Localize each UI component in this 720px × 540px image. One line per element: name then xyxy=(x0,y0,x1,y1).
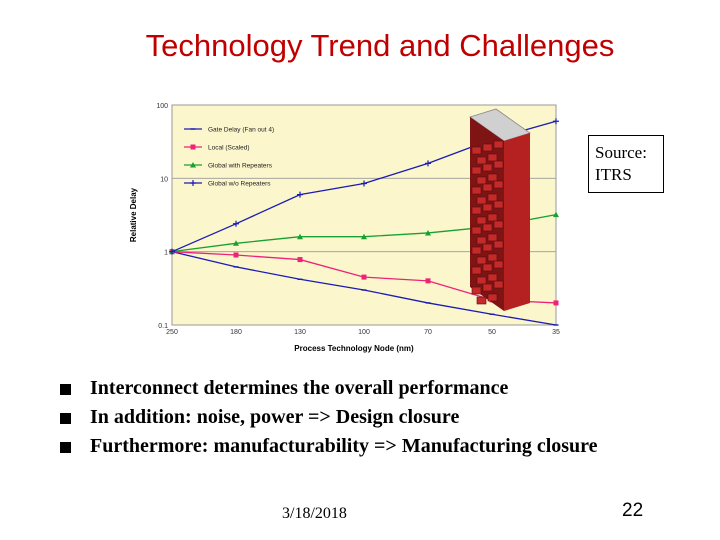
brick xyxy=(493,240,504,249)
slide-date: 3/18/2018 xyxy=(282,505,347,522)
delay-trend-chart: 100 10 1 0.1 250 180 130 100 70 50 35 Relative De… xyxy=(129,103,560,353)
data-point xyxy=(553,211,559,218)
brick xyxy=(487,273,498,282)
brick xyxy=(471,146,482,155)
brick xyxy=(471,266,482,275)
brick xyxy=(476,296,487,305)
data-point xyxy=(169,248,175,255)
brick xyxy=(493,200,504,209)
slide-title: Technology Trend and Challenges xyxy=(145,28,615,63)
legend: Gate Delay (Fan out 4) Local (Scaled) Glob… xyxy=(184,127,274,188)
source-name: ITRS xyxy=(595,165,632,184)
data-point xyxy=(361,233,367,240)
x-tick-label: 250 xyxy=(166,329,178,336)
data-point xyxy=(190,162,196,168)
brick xyxy=(482,183,493,192)
data-point xyxy=(425,160,431,167)
x-tick-label: 180 xyxy=(230,329,242,336)
brick xyxy=(487,213,498,222)
legend-label: Global with Repeaters xyxy=(208,163,273,170)
data-point xyxy=(297,191,303,198)
brick-wall-illustration xyxy=(469,108,531,311)
y-axis-label: Relative Delay xyxy=(129,187,138,242)
brick xyxy=(471,246,482,255)
data-point xyxy=(553,300,559,306)
brick xyxy=(471,206,482,215)
brick xyxy=(476,236,487,245)
brick xyxy=(471,226,482,235)
brick xyxy=(487,253,498,262)
brick xyxy=(476,256,487,265)
data-point xyxy=(425,229,431,236)
brick xyxy=(471,166,482,175)
data-point xyxy=(425,278,431,284)
bullet-item: Furthermore: manufacturability => Manufa… xyxy=(60,432,598,461)
brick xyxy=(482,283,493,292)
square-bullet-icon xyxy=(60,442,71,453)
brick xyxy=(471,286,482,295)
y-tick-label: 10 xyxy=(160,176,168,183)
data-point xyxy=(190,144,196,150)
brick xyxy=(482,203,493,212)
data-point xyxy=(190,180,196,186)
brick xyxy=(493,280,504,289)
data-point xyxy=(297,257,303,263)
bullet-text: Interconnect determines the overall perf… xyxy=(90,377,509,399)
brick xyxy=(476,216,487,225)
brick xyxy=(487,153,498,162)
data-point xyxy=(233,220,239,227)
data-point xyxy=(361,180,367,187)
data-point xyxy=(233,240,239,246)
source-callout: Source: ITRS xyxy=(588,135,664,193)
page-number: 22 xyxy=(622,500,644,521)
x-tick-label: 100 xyxy=(358,329,370,336)
brick xyxy=(482,163,493,172)
brick xyxy=(487,173,498,182)
brick xyxy=(482,223,493,232)
brick xyxy=(493,140,504,149)
bullet-text: Furthermore: manufacturability => Manufa… xyxy=(90,435,598,457)
y-tick-label: 1 xyxy=(164,250,168,257)
brick xyxy=(487,193,498,202)
wall-front xyxy=(504,133,530,311)
brick xyxy=(493,260,504,269)
x-tick-label: 130 xyxy=(294,329,306,336)
square-bullet-icon xyxy=(60,384,71,395)
bullet-item: Interconnect determines the overall perf… xyxy=(60,374,598,403)
brick xyxy=(493,220,504,229)
brick xyxy=(476,196,487,205)
brick xyxy=(487,293,498,302)
bullet-text: In addition: noise, power => Design clos… xyxy=(90,406,460,428)
x-tick-label: 70 xyxy=(424,329,432,336)
brick xyxy=(476,276,487,285)
brick xyxy=(493,160,504,169)
bullet-list: Interconnect determines the overall perf… xyxy=(60,374,598,461)
bullet-item: In addition: noise, power => Design clos… xyxy=(60,403,598,432)
source-label: Source: xyxy=(595,143,647,162)
brick xyxy=(487,233,498,242)
brick xyxy=(493,180,504,189)
brick xyxy=(471,186,482,195)
x-axis-label: Process Technology Node (nm) xyxy=(294,344,414,353)
y-tick-labels: 100 10 1 0.1 xyxy=(156,103,168,330)
data-point xyxy=(553,118,559,125)
square-bullet-icon xyxy=(60,413,71,424)
brick xyxy=(482,143,493,152)
brick xyxy=(476,176,487,185)
brick xyxy=(482,243,493,252)
data-point xyxy=(361,274,367,280)
legend-label: Global w/o Repeaters xyxy=(208,181,271,188)
x-tick-label: 35 xyxy=(552,329,560,336)
y-tick-label: 0.1 xyxy=(158,323,168,330)
brick xyxy=(476,156,487,165)
x-tick-labels: 250 180 130 100 70 50 35 xyxy=(166,329,560,336)
data-point xyxy=(297,233,303,240)
legend-label: Local (Scaled) xyxy=(208,145,250,152)
brick xyxy=(482,263,493,272)
y-tick-label: 100 xyxy=(156,103,168,110)
legend-label: Gate Delay (Fan out 4) xyxy=(208,127,274,134)
data-point xyxy=(233,252,239,258)
x-tick-label: 50 xyxy=(488,329,496,336)
